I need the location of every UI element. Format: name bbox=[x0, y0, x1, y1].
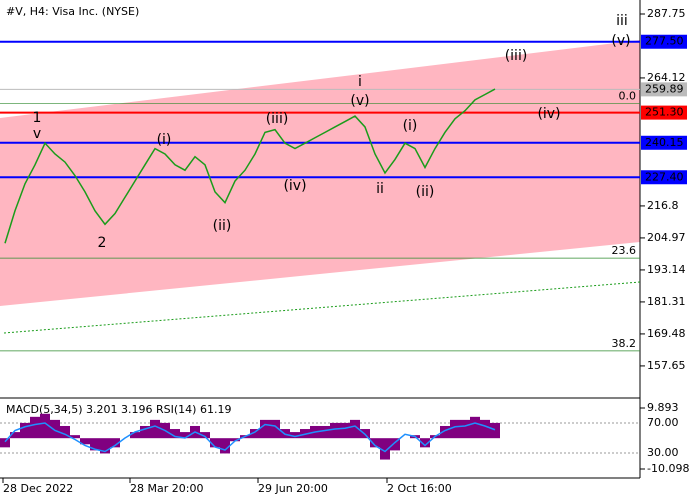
wave-label: (iv) bbox=[283, 178, 306, 194]
macd-bar bbox=[250, 429, 260, 439]
y-tick-label: 30.00 bbox=[647, 446, 679, 459]
macd-bar bbox=[350, 419, 360, 439]
macd-bar bbox=[170, 429, 180, 439]
macd-bar bbox=[0, 438, 10, 448]
header: #V, H4: Visa Inc. (NYSE) bbox=[6, 5, 139, 18]
macd-bar bbox=[130, 432, 140, 439]
macd-bar bbox=[40, 413, 50, 439]
y-tick-label: 157.65 bbox=[647, 359, 686, 372]
macd-bar bbox=[260, 419, 270, 439]
fib-label: 23.6 bbox=[612, 244, 637, 257]
macd-bar bbox=[100, 438, 110, 454]
wave-label: (ii) bbox=[213, 218, 232, 234]
wave-label: (iii) bbox=[266, 111, 289, 127]
y-tick-label: 181.31 bbox=[647, 295, 686, 308]
wave-label: (v) bbox=[611, 33, 630, 49]
macd-bar bbox=[20, 422, 30, 439]
rsi-line bbox=[4, 422, 496, 453]
macd-bar bbox=[440, 425, 450, 439]
level-label: 259.89 bbox=[645, 82, 684, 95]
macd-bar bbox=[380, 438, 390, 460]
fib-label: 0.0 bbox=[619, 90, 637, 103]
macd-bar bbox=[340, 422, 350, 439]
y-tick-label: 204.97 bbox=[647, 231, 686, 244]
macd-bar bbox=[200, 432, 210, 439]
y-tick-label: 9.893 bbox=[647, 401, 679, 414]
wave-label: i bbox=[358, 74, 362, 90]
level-label: 227.40 bbox=[645, 170, 684, 183]
level-box bbox=[641, 170, 687, 185]
wave-label: (i) bbox=[403, 118, 418, 134]
macd-bar bbox=[420, 438, 430, 448]
macd-bar bbox=[230, 438, 240, 442]
wave-label: 1 bbox=[33, 110, 42, 126]
macd-bar bbox=[390, 438, 400, 451]
y-tick-label: 193.14 bbox=[647, 263, 686, 276]
level-box bbox=[641, 82, 687, 97]
wave-label: iii bbox=[616, 13, 628, 29]
x-tick-label: 2 Oct 16:00 bbox=[387, 482, 452, 495]
level-label: 277.50 bbox=[645, 35, 684, 48]
macd-bar bbox=[90, 438, 100, 451]
price-line bbox=[4, 88, 496, 244]
macd-bar bbox=[70, 435, 80, 439]
level-box bbox=[641, 135, 687, 150]
macd-bar bbox=[470, 416, 480, 439]
y-tick-label: 216.8 bbox=[647, 199, 679, 212]
macd-bar bbox=[490, 422, 500, 439]
macd-bar bbox=[330, 422, 340, 439]
macd-bar bbox=[460, 419, 470, 439]
y-tick-label: 287.75 bbox=[647, 7, 686, 20]
macd-bar bbox=[50, 419, 60, 439]
wave-label: ii bbox=[376, 181, 384, 197]
wave-label: (iv) bbox=[537, 106, 560, 122]
wave-label: 2 bbox=[98, 235, 107, 251]
macd-bar bbox=[290, 432, 300, 439]
macd-bar bbox=[110, 438, 120, 448]
macd-bar bbox=[450, 419, 460, 439]
x-tick-label: 28 Mar 20:00 bbox=[130, 482, 203, 495]
macd-bar bbox=[320, 425, 330, 439]
macd-bar bbox=[60, 425, 70, 439]
indicator-title: MACD(5,34,5) 3.201 3.196 RSI(14) 61.19 bbox=[6, 403, 231, 416]
macd-bar bbox=[80, 438, 90, 445]
level-box bbox=[641, 105, 687, 120]
wave-label: (i) bbox=[157, 132, 172, 148]
level-label: 240.15 bbox=[645, 136, 684, 149]
level-label: 251.30 bbox=[645, 106, 684, 119]
macd-bar bbox=[180, 432, 190, 439]
channel bbox=[0, 40, 640, 306]
wave-label: (v) bbox=[350, 93, 369, 109]
fib-label: 38.2 bbox=[612, 337, 637, 350]
macd-bar bbox=[270, 419, 280, 439]
macd-bar bbox=[150, 419, 160, 439]
macd-bar bbox=[480, 419, 490, 439]
macd-bar bbox=[370, 438, 380, 448]
y-tick-label: 264.12 bbox=[647, 71, 686, 84]
wave-label: (iii) bbox=[505, 48, 528, 64]
x-tick-label: 29 Jun 20:00 bbox=[258, 482, 328, 495]
y-tick-label: -10.098 bbox=[647, 462, 689, 475]
y-tick-label: 70.00 bbox=[647, 416, 679, 429]
macd-bar bbox=[210, 438, 220, 448]
wave-label: v bbox=[33, 126, 41, 142]
macd-bar bbox=[220, 438, 230, 454]
macd-bar bbox=[10, 432, 20, 439]
wave-label: (ii) bbox=[416, 184, 435, 200]
macd-bar bbox=[30, 416, 40, 439]
level-box bbox=[641, 34, 687, 49]
macd-bar bbox=[140, 425, 150, 439]
x-tick-label: 28 Dec 2022 bbox=[3, 482, 73, 495]
y-tick-label: 169.48 bbox=[647, 327, 686, 340]
